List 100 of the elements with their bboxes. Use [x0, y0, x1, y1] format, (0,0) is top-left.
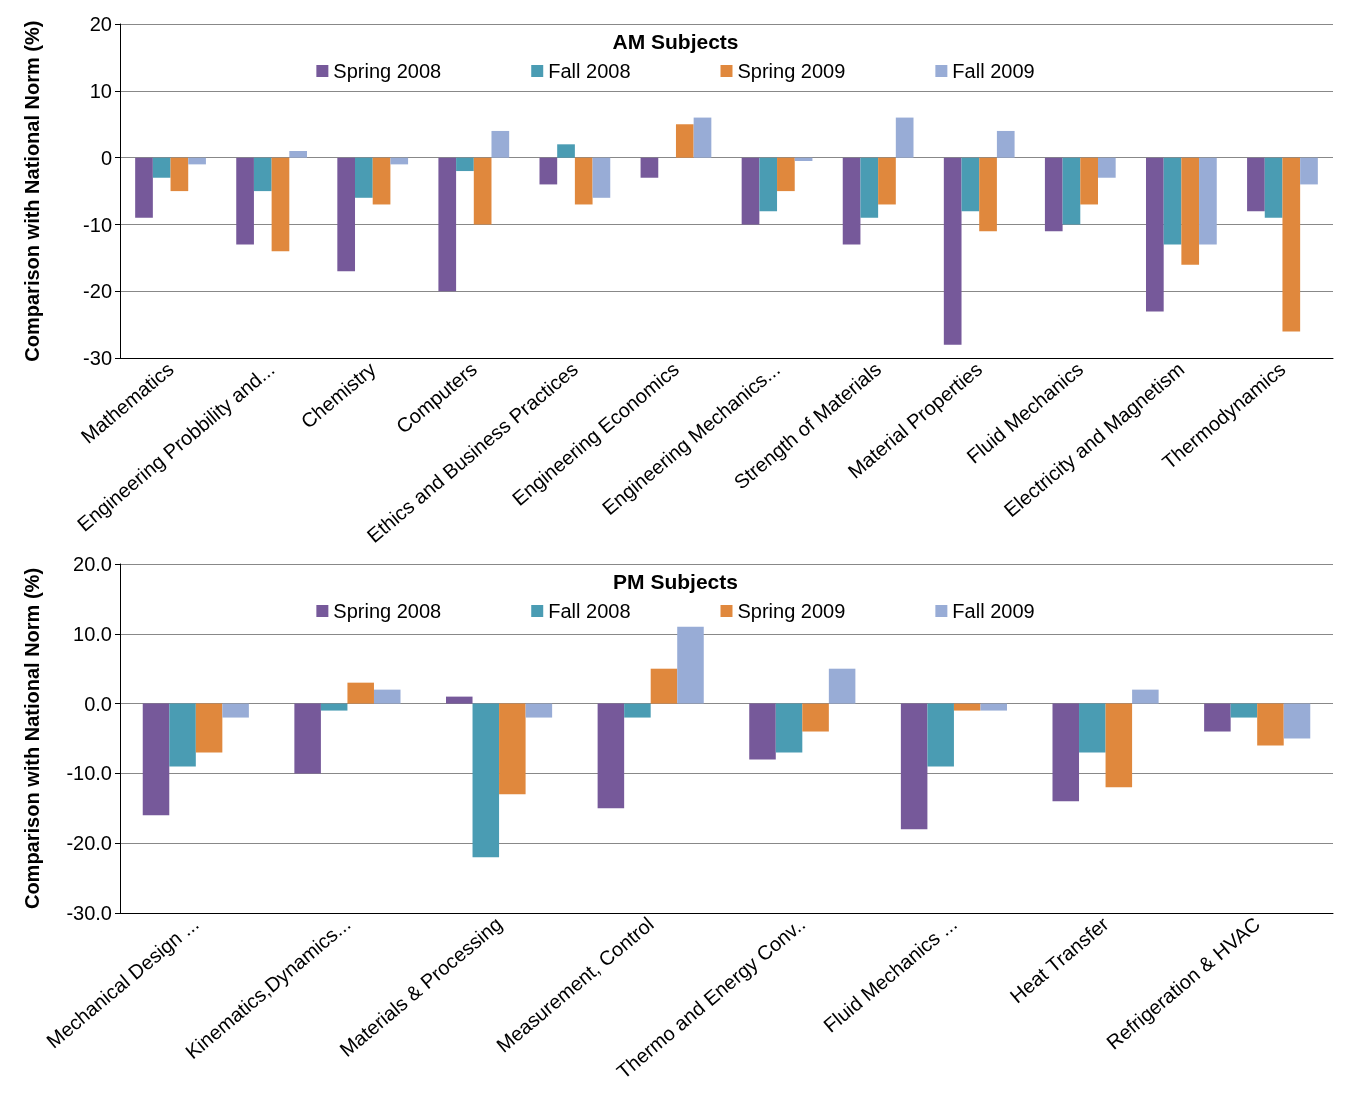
bar — [1163, 157, 1182, 245]
bar — [347, 682, 374, 704]
y-tick-label: 10 — [89, 79, 112, 102]
y-tick-label: 10.0 — [73, 622, 112, 645]
bar — [1062, 157, 1081, 225]
bar — [491, 130, 510, 158]
y-axis-title: Comparison with National Norm (%) — [21, 20, 43, 362]
bar — [1283, 703, 1311, 739]
bar — [895, 117, 914, 158]
bar — [188, 157, 206, 165]
y-tick-label: -10 — [83, 213, 112, 236]
y-tick-label: 20.0 — [73, 553, 112, 575]
bar — [759, 157, 778, 212]
bar — [777, 157, 795, 192]
bar — [961, 157, 980, 212]
bar — [456, 157, 474, 172]
bar — [675, 124, 694, 158]
bar — [574, 157, 593, 205]
y-tick-label: -30 — [83, 347, 112, 370]
bar — [195, 703, 223, 753]
bar — [236, 157, 254, 245]
legend-label: Spring 2008 — [333, 60, 442, 82]
bar — [271, 157, 290, 252]
bar — [1105, 703, 1133, 788]
bar — [624, 703, 651, 718]
bar — [878, 157, 896, 205]
bar — [842, 157, 861, 245]
bar — [1146, 157, 1164, 312]
bar — [499, 703, 526, 795]
bar — [169, 703, 196, 767]
bar — [900, 703, 928, 830]
bar — [1181, 157, 1200, 265]
bar — [539, 157, 558, 185]
bar — [1044, 157, 1063, 232]
bar — [289, 151, 307, 158]
bar — [1132, 689, 1159, 704]
legend-label: Fall 2009 — [952, 600, 1035, 622]
bar — [927, 703, 954, 767]
bar — [1097, 157, 1116, 178]
y-tick-label: 0.0 — [84, 692, 112, 715]
bar — [438, 157, 457, 292]
bar — [943, 157, 962, 345]
bar — [979, 157, 997, 232]
bar — [473, 157, 492, 225]
bar — [1247, 157, 1265, 212]
bar — [372, 157, 391, 205]
bar — [373, 689, 401, 704]
bar — [142, 703, 170, 816]
bar — [222, 703, 249, 718]
bar — [953, 703, 981, 711]
legend-label: Spring 2009 — [737, 600, 846, 622]
y-axis-title: Comparison with National Norm (%) — [21, 567, 43, 910]
bar — [828, 668, 856, 704]
bar — [677, 626, 704, 704]
bar — [1257, 703, 1284, 746]
bar — [152, 157, 171, 178]
bar — [1052, 703, 1080, 802]
bar — [1230, 703, 1258, 718]
y-tick-label: -20.0 — [66, 832, 112, 855]
bar — [1282, 157, 1301, 332]
bar — [980, 703, 1008, 711]
chart-title: AM Subjects — [612, 30, 739, 53]
bar — [650, 668, 678, 704]
bar — [294, 703, 321, 774]
bar — [337, 157, 356, 272]
legend-label: Fall 2009 — [952, 60, 1035, 82]
bar — [472, 703, 500, 858]
bar — [355, 157, 373, 198]
bar — [775, 703, 803, 753]
bar — [1199, 157, 1217, 245]
y-tick-label: -30.0 — [66, 902, 112, 924]
bar — [597, 703, 625, 809]
bar — [996, 130, 1015, 158]
y-tick-label: -10.0 — [66, 762, 112, 785]
bar — [135, 157, 153, 218]
bar — [592, 157, 611, 198]
chart-title: PM Subjects — [613, 570, 738, 593]
bar — [860, 157, 879, 218]
bar — [1264, 157, 1283, 218]
bar — [1079, 703, 1106, 753]
bar — [320, 703, 348, 711]
legend-label: Fall 2008 — [548, 60, 631, 82]
y-tick-label: 20 — [89, 13, 112, 35]
bar — [1204, 703, 1231, 732]
bar — [253, 157, 272, 192]
bar — [741, 157, 760, 225]
bar — [445, 696, 473, 704]
bar — [557, 144, 575, 158]
bar — [693, 117, 712, 158]
bar — [390, 157, 409, 165]
bar — [802, 703, 829, 732]
bar — [640, 157, 659, 178]
legend-label: Spring 2009 — [737, 60, 846, 82]
legend-label: Fall 2008 — [548, 600, 631, 622]
bar — [1080, 157, 1098, 205]
y-tick-label: 0 — [100, 146, 112, 169]
bar — [170, 157, 189, 192]
bar — [1300, 157, 1318, 185]
y-tick-label: -20 — [83, 280, 112, 303]
bar — [525, 703, 553, 718]
